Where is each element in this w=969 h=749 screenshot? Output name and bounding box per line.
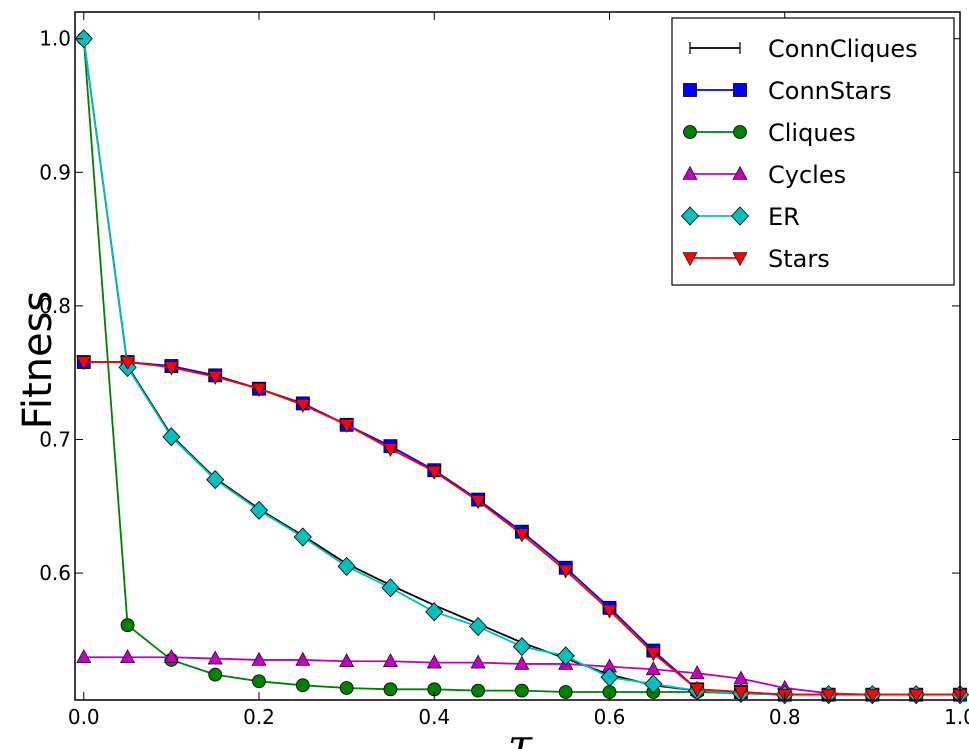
legend-marker: [683, 83, 697, 97]
x-tick-label: 0.6: [594, 705, 626, 729]
data-point-er: [556, 646, 575, 666]
y-tick-label: 0.8: [39, 294, 71, 318]
data-point-er: [381, 578, 400, 598]
legend-marker: [683, 125, 697, 139]
data-point-stars: [645, 647, 661, 662]
data-point-stars: [120, 356, 136, 371]
legend-marker: [680, 206, 700, 226]
data-point-cycles: [207, 650, 223, 665]
x-axis-title: τ: [508, 720, 533, 749]
legend-box: [671, 17, 955, 286]
data-point-cliques: [471, 683, 485, 698]
data-point-cycles: [382, 653, 398, 668]
data-point-stars: [251, 382, 267, 397]
data-point-stars: [382, 443, 398, 457]
x-tick-label: 0.2: [243, 705, 275, 729]
data-point-stars: [733, 686, 749, 701]
data-point-er: [425, 602, 444, 622]
legend-item-cycles: Cycles: [682, 161, 846, 189]
data-point-cliques: [252, 674, 266, 689]
data-point-er: [74, 29, 93, 49]
legend-item-connstars: ConnStars: [683, 77, 892, 105]
legend-marker: [682, 252, 698, 267]
data-point-er: [206, 469, 225, 490]
legend-marker: [732, 252, 748, 267]
data-point-er: [512, 636, 531, 657]
legend-label: ER: [768, 203, 800, 231]
data-point-stars: [76, 356, 92, 371]
data-point-cliques: [514, 683, 529, 698]
legend-marker: [733, 83, 747, 97]
data-point-cycles: [470, 654, 486, 669]
data-point-stars: [689, 683, 705, 698]
data-point-er: [644, 674, 663, 694]
legend-marker: [682, 165, 698, 180]
y-tick-label: 0.6: [39, 561, 71, 585]
data-point-er: [162, 427, 181, 447]
legend-item-stars: Stars: [682, 245, 830, 273]
y-axis-title: Fitness: [15, 291, 61, 430]
data-point-cycles: [689, 665, 705, 680]
data-point-cliques: [383, 682, 398, 697]
data-point-stars: [339, 418, 355, 433]
x-tick-label: 0.8: [769, 705, 801, 729]
axes: 0.0 0.2 0.4 0.6 0.8 1.0 0.6 0.7 0.8 0.9 1.0: [39, 11, 969, 729]
data-point-stars: [821, 688, 837, 703]
legend-marker: [730, 206, 750, 226]
data-point-er: [293, 527, 312, 547]
data-point-stars: [295, 398, 311, 413]
data-point-cliques: [295, 678, 310, 693]
data-point-stars: [558, 564, 574, 579]
data-point-stars: [470, 495, 486, 510]
data-point-stars: [163, 361, 179, 376]
data-point-cycles: [339, 653, 355, 668]
data-point-cycles: [120, 649, 136, 664]
axes-frame: [74, 11, 961, 701]
data-point-stars: [908, 688, 924, 703]
data-point-stars: [602, 604, 618, 619]
data-point-cliques: [558, 685, 573, 699]
data-point-cliques: [208, 667, 223, 682]
y-tick-label: 1.0: [39, 27, 71, 51]
legend-label: Stars: [768, 245, 830, 273]
data-point-er: [600, 667, 619, 687]
data-point-cycles: [76, 649, 92, 664]
data-point-er: [249, 500, 269, 520]
data-point-cycles: [514, 655, 530, 670]
data-point-cycles: [426, 654, 442, 669]
x-tick-label: 0.4: [418, 705, 450, 729]
legend: ConnCliques ConnStars Cliques Cycles ER Stars: [671, 17, 955, 286]
data-point-stars: [514, 528, 530, 543]
data-point-cycles: [295, 651, 311, 666]
legend-label: Cycles: [768, 161, 846, 189]
data-point-stars: [864, 688, 880, 703]
y-tick-label: 0.7: [39, 427, 71, 451]
x-tick-label: 0.0: [68, 705, 100, 729]
data-point-stars: [207, 370, 223, 385]
data-point-cliques: [120, 618, 135, 633]
legend-marker: [732, 165, 748, 180]
data-point-er: [337, 556, 356, 576]
legend-item-conncliques: ConnCliques: [689, 35, 918, 63]
data-point-cliques: [339, 681, 354, 695]
legend-item-cliques: Cliques: [683, 119, 856, 147]
legend-item-er: ER: [680, 203, 800, 231]
y-tick-label: 0.9: [39, 160, 71, 184]
legend-label: ConnCliques: [768, 35, 918, 63]
data-point-cycles: [251, 651, 267, 666]
legend-marker: [733, 125, 747, 139]
legend-label: Cliques: [768, 119, 856, 147]
series-stars: [76, 356, 968, 703]
x-tick-label: 1.0: [944, 705, 969, 729]
data-point-er: [469, 616, 488, 637]
legend-label: ConnStars: [768, 77, 892, 105]
data-point-stars: [426, 465, 442, 480]
data-point-cycles: [163, 649, 179, 664]
